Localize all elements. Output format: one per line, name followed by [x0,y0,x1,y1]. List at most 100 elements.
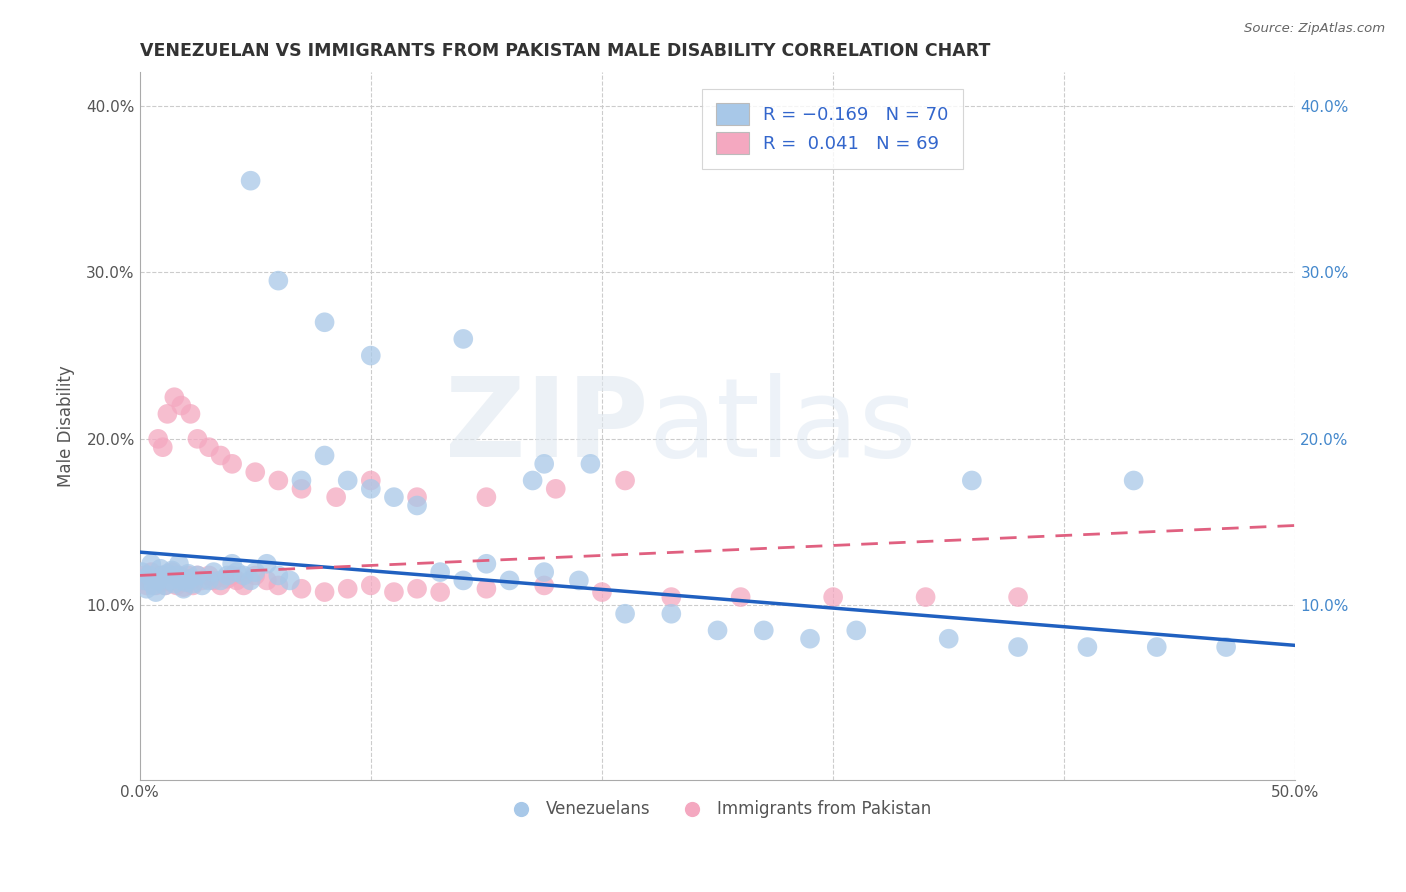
Point [314,585,336,599]
Point [1146,640,1168,654]
Point [568,574,591,588]
Point [156,566,179,581]
Point [198,568,221,582]
Point [475,557,498,571]
Point [256,574,278,588]
Point [138,568,160,582]
Point [209,578,232,592]
Point [152,568,174,582]
Point [179,574,201,588]
Point [429,585,451,599]
Point [591,585,613,599]
Point [159,574,181,588]
Point [177,568,200,582]
Point [475,582,498,596]
Point [152,440,174,454]
Point [131,565,153,579]
Point [579,457,602,471]
Point [179,572,201,586]
Legend: Venezuelans, Immigrants from Pakistan: Venezuelans, Immigrants from Pakistan [498,794,938,825]
Point [533,565,555,579]
Point [614,474,637,488]
Point [314,449,336,463]
Point [232,578,254,592]
Point [453,574,475,588]
Point [225,565,247,579]
Text: VENEZUELAN VS IMMIGRANTS FROM PAKISTAN MALE DISABILITY CORRELATION CHART: VENEZUELAN VS IMMIGRANTS FROM PAKISTAN M… [139,42,990,60]
Point [533,578,555,592]
Point [336,474,359,488]
Point [146,574,169,588]
Point [752,624,775,638]
Text: Source: ZipAtlas.com: Source: ZipAtlas.com [1244,22,1385,36]
Point [174,575,197,590]
Point [239,574,262,588]
Point [191,574,214,588]
Point [1122,474,1144,488]
Point [209,449,232,463]
Point [290,474,312,488]
Point [173,582,195,596]
Point [135,578,157,592]
Point [406,582,429,596]
Point [799,632,821,646]
Point [325,490,347,504]
Point [267,274,290,288]
Point [1007,590,1029,604]
Point [159,574,181,588]
Point [173,580,195,594]
Point [406,490,429,504]
Point [360,474,382,488]
Point [170,399,193,413]
Point [245,568,267,582]
Point [177,566,200,581]
Point [267,578,290,592]
Point [217,568,239,582]
Point [153,578,176,592]
Point [938,632,960,646]
Point [131,574,153,588]
Point [290,582,312,596]
Point [659,607,682,621]
Point [406,499,429,513]
Point [382,490,405,504]
Point [498,574,520,588]
Point [544,482,567,496]
Point [149,568,172,582]
Point [145,585,167,599]
Point [217,572,239,586]
Point [239,174,262,188]
Point [360,349,382,363]
Point [267,568,290,582]
Point [706,624,728,638]
Point [198,574,221,588]
Point [360,578,382,592]
Point [141,557,163,571]
Point [533,457,555,471]
Point [186,568,208,582]
Point [152,575,174,590]
Point [1007,640,1029,654]
Point [145,578,167,592]
Point [256,557,278,571]
Point [522,474,544,488]
Point [845,624,868,638]
Point [166,578,188,592]
Point [138,572,160,586]
Point [134,568,156,582]
Point [198,440,221,454]
Point [232,568,254,582]
Point [156,407,179,421]
Point [163,576,186,591]
Point [156,568,179,582]
Point [149,562,172,576]
Point [186,568,208,582]
Point [382,585,405,599]
Point [146,432,169,446]
Point [186,432,208,446]
Point [160,564,183,578]
Point [823,590,845,604]
Point [475,490,498,504]
Point [221,568,243,582]
Point [181,576,204,591]
